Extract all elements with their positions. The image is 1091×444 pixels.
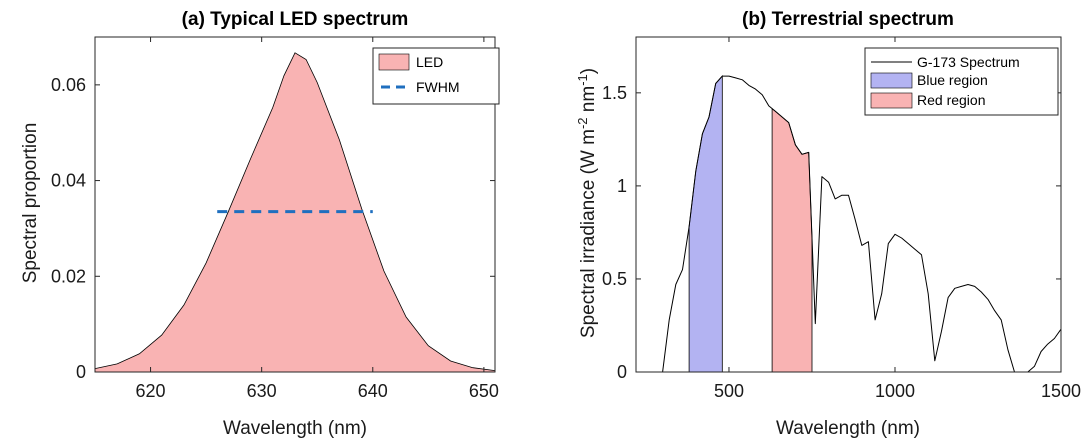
panel-a-plot-area: 620 630 640 650 0 0.02 0.04 0.06 — [51, 36, 499, 401]
panel-a-xlabel: Wavelength (nm) — [223, 418, 367, 439]
panel-a-y-tick-label: 0.02 — [51, 266, 86, 286]
legend-swatch-blue — [870, 72, 913, 89]
panel-a-y-tick-label: 0.06 — [51, 75, 86, 95]
panel-a-x-tick-label: 650 — [469, 381, 499, 401]
panel-b-y-tick-label: 1 — [617, 176, 627, 196]
red-region-area — [771, 107, 813, 373]
panel-b-x-tick-label: 1000 — [875, 381, 915, 401]
legend-swatch-led — [378, 53, 410, 71]
panel-a-axes-frame — [94, 36, 496, 373]
panel-a-x-tick-label: 620 — [136, 381, 166, 401]
panel-b: (b) Terrestrial spectrum 500 1000 1500 0 0.5… — [575, 9, 1081, 439]
panel-b-title: (b) Terrestrial spectrum — [742, 9, 954, 30]
panel-a-ylabel: Spectral proportion — [20, 123, 41, 284]
panel-a-legend: LED FWHM — [372, 47, 500, 105]
legend-label-led: LED — [416, 54, 443, 70]
panel-b-legend: G-173 Spectrum Blue region Red region — [864, 47, 1059, 116]
panel-b-ylabel: Spectral irradiance (W m-2 nm-1) — [575, 68, 599, 338]
legend-swatch-red — [870, 92, 913, 109]
panel-a: (a) Typical LED spectrum 620 630 640 650 0 0.… — [20, 9, 500, 439]
g173-spectrum-line — [655, 75, 1062, 373]
panel-b-y-tick-label: 1.5 — [602, 83, 627, 103]
panel-a-x-tick-label: 630 — [247, 381, 277, 401]
panel-b-x-tick-label: 500 — [714, 381, 744, 401]
panel-a-y-tick-label: 0.04 — [51, 171, 86, 191]
led-outline — [94, 52, 496, 371]
legend-label-blue: Blue region — [917, 72, 988, 88]
panel-a-title: (a) Typical LED spectrum — [182, 9, 409, 30]
legend-label-red: Red region — [917, 92, 986, 108]
panel-b-x-tick-label: 1500 — [1041, 381, 1081, 401]
panel-b-axes-frame — [635, 36, 1062, 373]
panel-b-y-tick-label: 0 — [617, 362, 627, 382]
panel-b-plot-area: 500 1000 1500 0 0.5 1 1.5 — [602, 36, 1081, 401]
legend-label-g173: G-173 Spectrum — [917, 54, 1020, 70]
legend-label-fwhm: FWHM — [416, 79, 460, 95]
panel-b-xlabel: Wavelength (nm) — [776, 418, 920, 439]
blue-region-area — [688, 75, 723, 373]
panel-b-y-tick-label: 0.5 — [602, 269, 627, 289]
panel-a-y-tick-label: 0 — [76, 362, 86, 382]
panel-a-x-tick-label: 640 — [358, 381, 388, 401]
